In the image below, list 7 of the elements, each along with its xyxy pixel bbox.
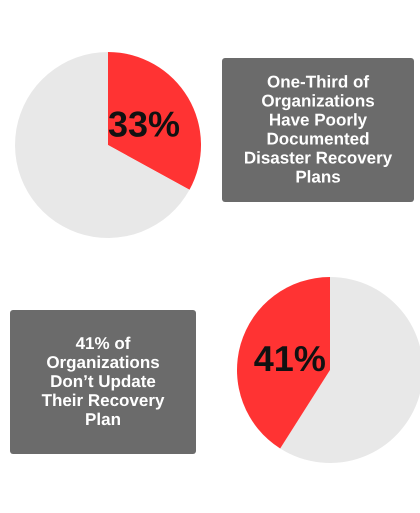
text: One-Third of Organizations Have Poorly Documented Disaster Recovery Plans	[244, 72, 393, 187]
pie-slice	[15, 52, 190, 238]
data-label: 41%	[254, 338, 326, 379]
pie-slice	[237, 277, 330, 449]
text: 41% of Organizations Don’t Update Their Recovery Plan	[42, 334, 165, 430]
data-label: 33%	[108, 103, 180, 144]
pie-slice	[108, 52, 201, 190]
